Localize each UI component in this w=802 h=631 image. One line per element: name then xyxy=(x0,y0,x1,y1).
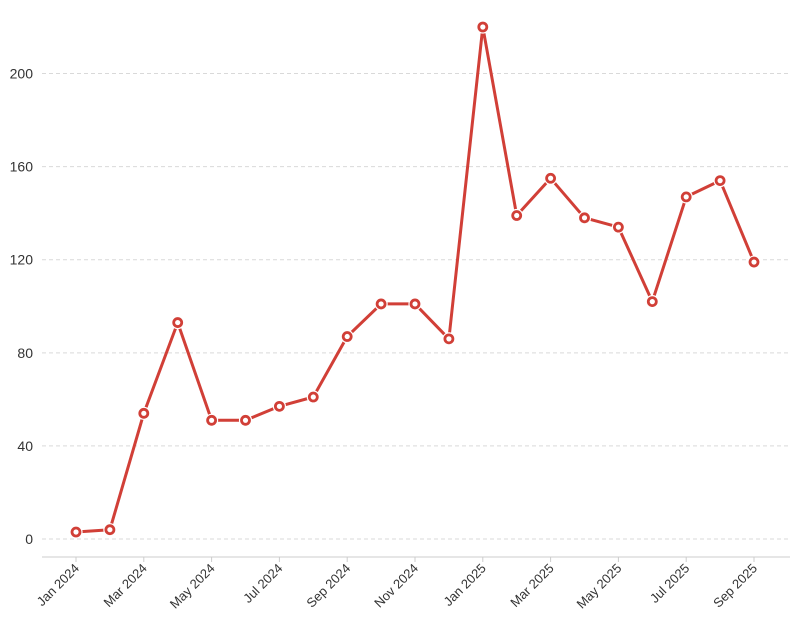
data-point xyxy=(205,413,219,427)
data-point-center xyxy=(615,224,622,230)
x-tick-label: May 2025 xyxy=(574,561,625,612)
x-tick-label: Jan 2025 xyxy=(440,561,488,609)
data-point-center xyxy=(514,212,520,219)
data-point xyxy=(306,390,320,404)
y-tick-label: 120 xyxy=(10,252,34,268)
data-point-center xyxy=(141,410,147,416)
x-axis xyxy=(42,556,790,562)
data-point-center xyxy=(751,259,757,265)
data-point xyxy=(103,523,117,537)
x-tick-label: Jul 2024 xyxy=(240,561,285,606)
data-point-center xyxy=(310,394,316,400)
data-point xyxy=(340,329,354,344)
x-tick-label: Sep 2024 xyxy=(303,561,353,611)
data-point-center xyxy=(276,403,282,409)
data-markers xyxy=(69,20,761,539)
data-point xyxy=(747,255,761,269)
data-point xyxy=(611,220,626,234)
y-axis-tick-labels: 0 40 80 120 160 200 xyxy=(10,66,34,547)
x-axis-tick-labels: Jan 2024 Mar 2024 May 2024 Jul 2024 Sep 2024… xyxy=(34,561,760,612)
data-point-center xyxy=(344,333,350,340)
data-point xyxy=(238,413,253,427)
data-point xyxy=(543,171,558,185)
series xyxy=(74,25,756,534)
data-point-center xyxy=(378,301,384,307)
data-point-center xyxy=(412,301,418,307)
data-point xyxy=(137,406,151,420)
data-point xyxy=(171,315,185,330)
y-tick-label: 80 xyxy=(17,345,33,361)
x-tick-label: Mar 2024 xyxy=(100,561,149,610)
data-point-center xyxy=(73,529,79,535)
data-point-center xyxy=(446,336,452,342)
data-point-center xyxy=(581,215,588,221)
data-point xyxy=(577,211,592,225)
data-point-center xyxy=(717,178,723,184)
data-point xyxy=(645,295,659,309)
data-point-center xyxy=(480,24,486,30)
y-tick-label: 0 xyxy=(25,531,33,547)
data-point xyxy=(442,332,456,346)
data-point-center xyxy=(649,299,655,305)
x-tick-label: Jan 2024 xyxy=(34,561,82,609)
data-point-center xyxy=(683,194,689,200)
data-point xyxy=(476,20,490,34)
y-tick-label: 200 xyxy=(10,66,34,82)
data-point xyxy=(374,297,388,311)
x-tick-label: Sep 2025 xyxy=(710,561,760,611)
data-point-center xyxy=(548,175,554,181)
x-tick-label: Nov 2024 xyxy=(371,561,421,611)
data-point xyxy=(679,190,693,204)
y-tick-label: 40 xyxy=(17,438,33,454)
data-point-center xyxy=(209,417,215,423)
x-tick-label: Jul 2025 xyxy=(647,561,692,606)
data-point xyxy=(272,399,286,413)
x-tick-label: May 2024 xyxy=(167,561,218,612)
data-point-center xyxy=(107,527,113,533)
x-tick-label: Mar 2025 xyxy=(507,561,556,610)
y-tick-label: 160 xyxy=(10,159,34,175)
series-line xyxy=(74,25,756,534)
data-point-center xyxy=(175,319,181,326)
data-point xyxy=(408,297,422,311)
data-point xyxy=(713,174,727,188)
data-point-center xyxy=(242,417,249,423)
data-point xyxy=(510,208,524,223)
data-point xyxy=(69,525,83,539)
